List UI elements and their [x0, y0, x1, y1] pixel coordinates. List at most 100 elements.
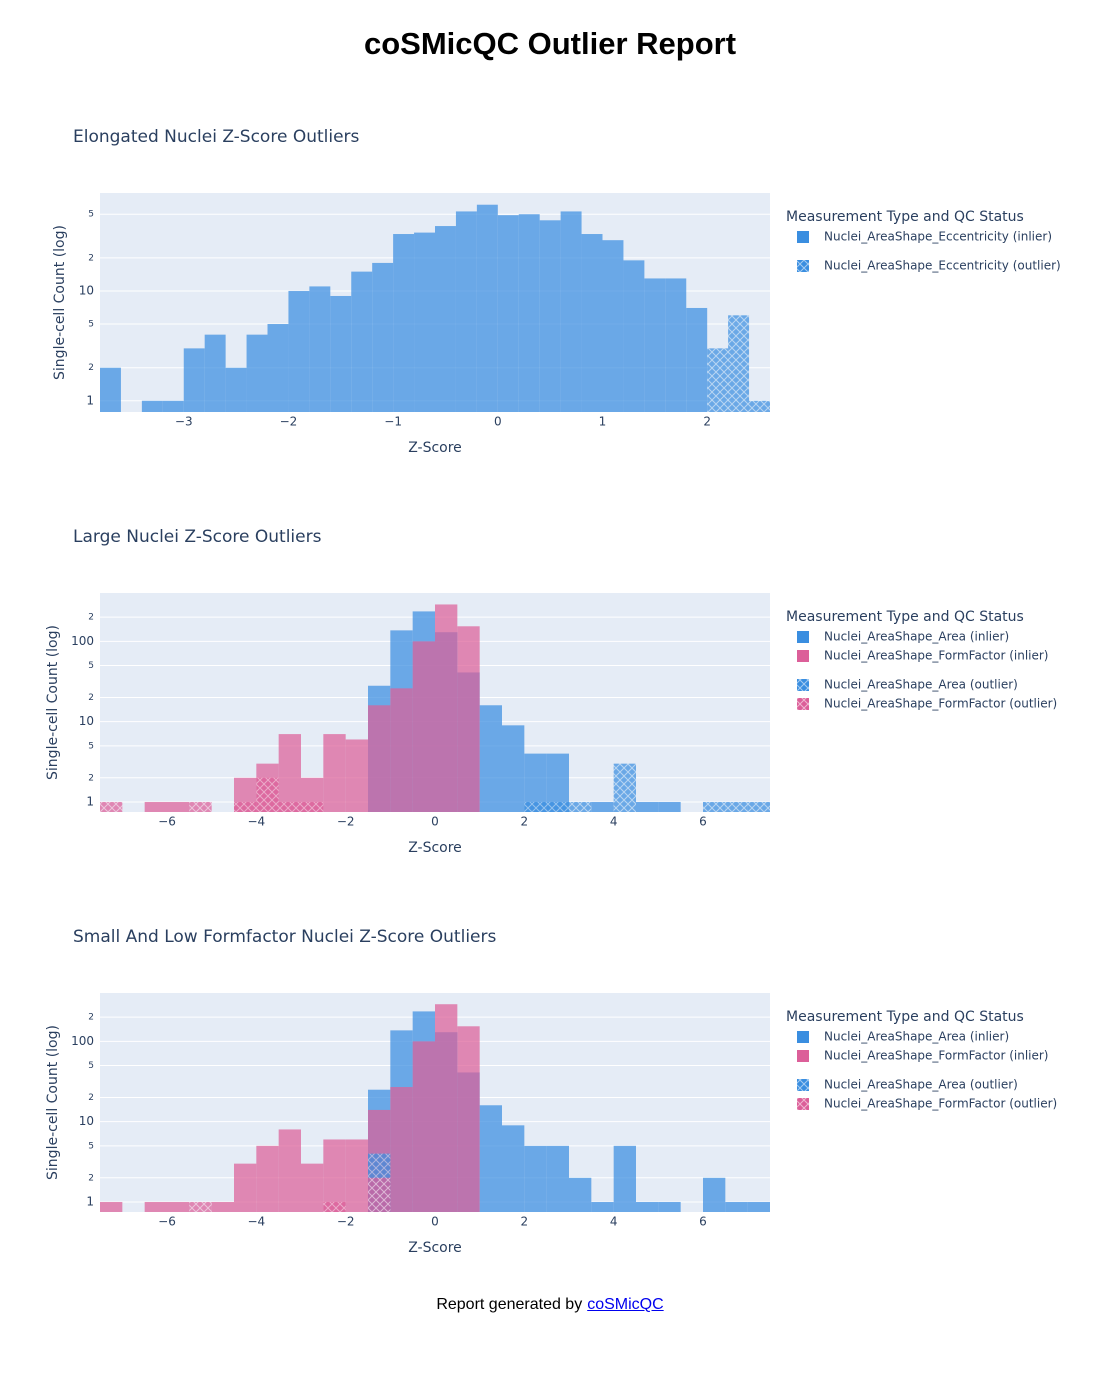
y-tick-label: 100: [71, 1034, 94, 1048]
histogram-bar: [591, 1201, 614, 1212]
x-axis-label: Z-Score: [408, 1240, 462, 1256]
legend-title: Measurement Type and QC Status: [786, 209, 1024, 225]
histogram-bar: [524, 1145, 547, 1212]
histogram-bar: [309, 286, 331, 412]
histogram-bar: [560, 211, 582, 412]
page-title: coSMicQC Outlier Report: [364, 26, 736, 61]
histogram-bar: [581, 234, 603, 412]
histogram-bar: [351, 271, 373, 412]
histogram-bar: [144, 801, 167, 812]
x-tick-label: 0: [431, 1215, 439, 1229]
histogram-bar: [665, 278, 687, 412]
y-tick-label: 10: [79, 1114, 94, 1128]
histogram-bar: [211, 1201, 234, 1212]
y-tick-label: 5: [88, 320, 94, 330]
footer-link[interactable]: coSMicQC: [587, 1296, 664, 1313]
x-tick-label: 2: [703, 415, 711, 429]
histogram-bar: [707, 348, 729, 412]
histogram-bar: [435, 1004, 458, 1212]
histogram-bar: [267, 324, 289, 412]
x-tick-label: 2: [521, 1215, 529, 1229]
histogram-bar: [658, 1201, 681, 1212]
legend-label: Nuclei_AreaShape_Area (inlier): [824, 1030, 1009, 1044]
histogram-bar: [246, 334, 268, 412]
x-tick-label: −1: [384, 415, 402, 429]
histogram-bar: [546, 801, 569, 812]
histogram-bar: [518, 214, 540, 412]
y-tick-label: 1: [86, 794, 94, 808]
histogram-bar: [412, 641, 435, 812]
footer-text: Report generated by: [436, 1296, 583, 1313]
chart-title: Large Nuclei Z-Score Outliers: [73, 527, 322, 547]
x-tick-label: −4: [247, 815, 265, 829]
histogram-bar: [412, 1041, 435, 1212]
histogram-bar: [747, 801, 770, 812]
histogram-bar: [546, 1145, 569, 1212]
histogram-bar: [569, 801, 592, 812]
histogram-bar: [703, 801, 726, 812]
histogram-bar: [323, 1201, 346, 1212]
histogram-bar: [278, 801, 301, 812]
histogram-bar: [278, 1129, 301, 1212]
histogram-bar: [100, 1201, 123, 1212]
y-axis-label: Single-cell Count (log): [45, 1025, 61, 1180]
histogram-bar: [390, 688, 413, 812]
histogram-bar: [457, 1026, 480, 1212]
y-tick-label: 2: [88, 613, 94, 623]
histogram-bar: [301, 801, 324, 812]
histogram-bar: [686, 307, 708, 412]
histogram-bar: [189, 1201, 212, 1212]
legend-label: Nuclei_AreaShape_Eccentricity (outlier): [824, 259, 1061, 273]
histogram-bar: [435, 604, 458, 812]
y-tick-label: 10: [79, 714, 94, 728]
x-tick-label: 2: [521, 815, 529, 829]
legend-swatch: [797, 650, 809, 662]
legend-swatch: [797, 260, 809, 272]
legend-label: Nuclei_AreaShape_FormFactor (inlier): [824, 1049, 1048, 1063]
histogram-bar: [636, 1201, 659, 1212]
y-tick-label: 5: [88, 1141, 94, 1151]
histogram-bar: [636, 801, 659, 812]
y-tick-label: 2: [88, 1093, 94, 1103]
histogram-bar: [390, 1087, 413, 1212]
legend-swatch: [797, 1031, 809, 1043]
histogram-bar: [183, 348, 205, 412]
histogram-bar: [623, 260, 645, 412]
legend-label: Nuclei_AreaShape_Area (inlier): [824, 630, 1009, 644]
histogram-bar: [435, 226, 456, 412]
histogram-bar: [569, 1177, 592, 1212]
x-tick-label: −2: [337, 1215, 355, 1229]
histogram-bar: [100, 801, 123, 812]
histogram-bar: [278, 734, 301, 812]
histogram-bar: [725, 1201, 748, 1212]
x-tick-label: 1: [599, 415, 607, 429]
x-axis-label: Z-Score: [408, 440, 462, 456]
x-tick-label: −2: [337, 815, 355, 829]
legend-title: Measurement Type and QC Status: [786, 1009, 1024, 1025]
histogram-bar: [703, 1177, 726, 1212]
footer: Report generated by coSMicQC: [0, 1296, 1100, 1314]
legend-label: Nuclei_AreaShape_Eccentricity (inlier): [824, 230, 1052, 244]
y-tick-label: 2: [88, 1013, 94, 1023]
histogram-bar: [234, 801, 257, 812]
legend-swatch: [797, 1050, 809, 1062]
y-axis-label: Single-cell Count (log): [52, 225, 68, 380]
x-tick-label: 6: [699, 1215, 707, 1229]
histogram-bar: [728, 315, 750, 412]
y-tick-label: 10: [79, 283, 94, 297]
legend-label: Nuclei_AreaShape_Area (outlier): [824, 678, 1018, 692]
histogram-bar: [372, 262, 394, 412]
histogram-bar: [539, 220, 561, 412]
x-axis-label: Z-Score: [408, 840, 462, 856]
y-axis-label: Single-cell Count (log): [45, 625, 61, 780]
histogram-bar: [497, 215, 519, 412]
x-tick-label: −4: [247, 1215, 265, 1229]
histogram-bar: [323, 734, 346, 812]
x-tick-label: −6: [158, 815, 176, 829]
histogram-bar: [502, 725, 525, 812]
y-tick-label: 2: [88, 363, 94, 373]
histogram-bar: [234, 1163, 257, 1212]
y-tick-label: 5: [88, 741, 94, 751]
histogram-bar: [613, 1145, 636, 1212]
